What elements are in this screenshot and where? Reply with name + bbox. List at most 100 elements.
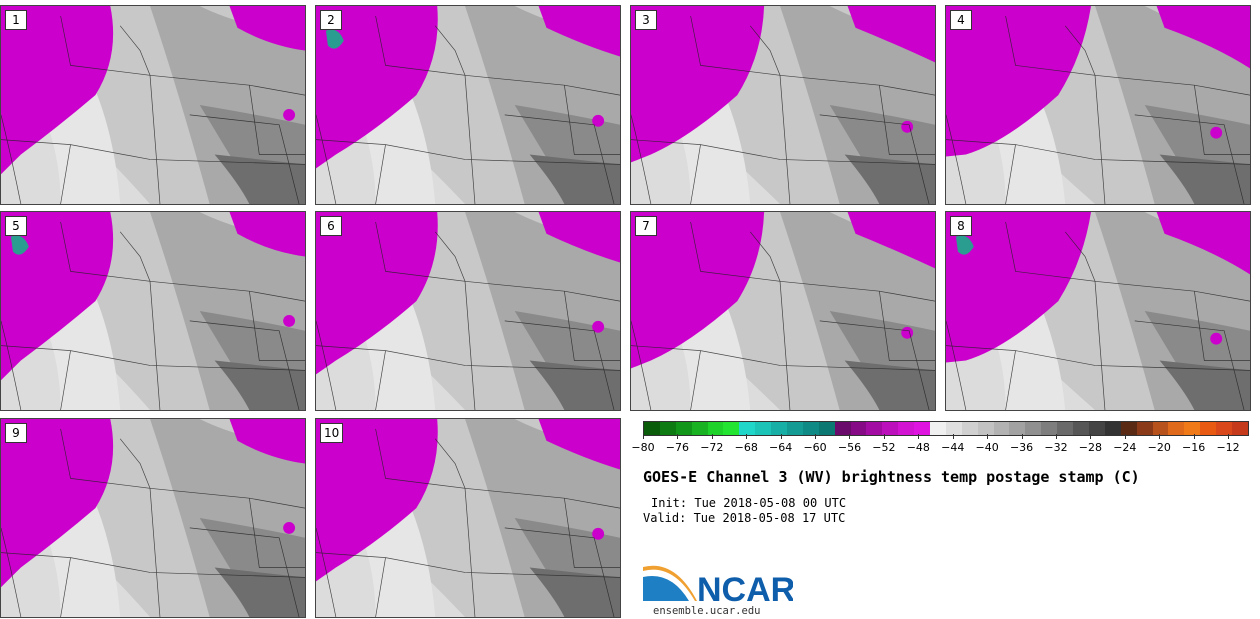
panel-number: 4 <box>950 10 972 30</box>
postage-stamp-panel: 9 <box>0 418 306 618</box>
colorbar-segment <box>898 422 915 435</box>
colorbar-segment <box>644 422 660 435</box>
website-url: ensemble.ucar.edu <box>653 605 761 617</box>
colorbar-segment <box>1136 422 1153 435</box>
colorbar-tick-label: −60 <box>803 441 827 454</box>
colorbar-tick <box>1193 434 1195 439</box>
colorbar-tick <box>711 434 713 439</box>
colorbar-segment <box>866 422 883 435</box>
logo-text: NCAR <box>697 571 793 605</box>
colorbar-segment <box>1088 422 1105 435</box>
colorbar-tick <box>815 434 817 439</box>
colorbar-tick-label: −20 <box>1147 441 1171 454</box>
colorbar-segment <box>1152 422 1169 435</box>
colorbar-segment <box>787 422 803 435</box>
postage-stamp-panel: 4 <box>945 5 1251 205</box>
colorbar-tick-label: −44 <box>941 441 965 454</box>
colorbar-segment <box>1073 422 1089 435</box>
colorbar-tick <box>780 434 782 439</box>
colorbar-tick <box>987 434 989 439</box>
colorbar-segment <box>691 422 708 435</box>
colorbar-segment <box>1216 422 1232 435</box>
colorbar-segment <box>1025 422 1042 435</box>
colorbar-tick <box>1228 434 1230 439</box>
colorbar-tick-label: −64 <box>769 441 793 454</box>
postage-stamp-panel: 7 <box>630 211 936 411</box>
colorbar-tick-label: −40 <box>975 441 999 454</box>
colorbar-segment <box>993 422 1010 435</box>
colorbar-tick-label: −52 <box>872 441 896 454</box>
colorbar-segment <box>771 422 788 435</box>
panel-number: 5 <box>5 216 27 236</box>
colorbar-tick-label: −68 <box>734 441 758 454</box>
ncar-logo: NCAR <box>643 565 793 605</box>
figure-title: GOES-E Channel 3 (WV) brightness temp po… <box>643 468 1140 486</box>
colorbar-segment <box>1168 422 1185 435</box>
postage-stamp-panel: 3 <box>630 5 936 205</box>
colorbar-segment <box>818 422 835 435</box>
colorbar <box>643 421 1249 436</box>
colorbar-tick <box>1055 434 1057 439</box>
colorbar-segment <box>723 422 740 435</box>
colorbar-segment <box>755 422 772 435</box>
colorbar-segment <box>977 422 994 435</box>
colorbar-tick <box>1159 434 1161 439</box>
valid-time: Valid: Tue 2018-05-08 17 UTC <box>643 511 846 525</box>
colorbar-segment <box>1120 422 1137 435</box>
colorbar-tick <box>746 434 748 439</box>
colorbar-tick-label: −80 <box>631 441 655 454</box>
colorbar-tick-label: −36 <box>1009 441 1034 454</box>
colorbar-tick <box>1124 434 1126 439</box>
colorbar-tick-label: −16 <box>1182 441 1206 454</box>
colorbar-segment <box>802 422 819 435</box>
colorbar-segment <box>707 422 724 435</box>
postage-stamp-panel: 5 <box>0 211 306 411</box>
colorbar-tick-label: −32 <box>1044 441 1068 454</box>
colorbar-tick <box>1090 434 1092 439</box>
panel-number: 10 <box>320 423 344 443</box>
panel-number: 2 <box>320 10 342 30</box>
postage-stamp-panel: 10 <box>315 418 621 618</box>
colorbar-tick <box>677 434 679 439</box>
colorbar-tick-label: −76 <box>665 441 690 454</box>
panel-number: 3 <box>635 10 657 30</box>
colorbar-tick <box>1021 434 1023 439</box>
colorbar-tick-label: −56 <box>837 441 862 454</box>
colorbar-segment <box>1200 422 1217 435</box>
colorbar-tick-label: −24 <box>1113 441 1137 454</box>
colorbar-tick <box>883 434 885 439</box>
postage-stamp-panel: 6 <box>315 211 621 411</box>
colorbar-segment <box>1231 422 1248 435</box>
colorbar-segment <box>1184 422 1201 435</box>
colorbar-tick-label: −28 <box>1078 441 1103 454</box>
colorbar-tick <box>643 434 644 439</box>
panel-number: 7 <box>635 216 657 236</box>
colorbar-tick <box>849 434 851 439</box>
colorbar-segment <box>961 422 978 435</box>
colorbar-segment <box>850 422 867 435</box>
panel-number: 1 <box>5 10 27 30</box>
colorbar-segment <box>882 422 899 435</box>
colorbar-segment <box>659 422 676 435</box>
postage-stamp-panel: 1 <box>0 5 306 205</box>
colorbar-segment <box>945 422 962 435</box>
panel-number: 8 <box>950 216 972 236</box>
colorbar-segment <box>1104 422 1121 435</box>
colorbar-segment <box>675 422 692 435</box>
init-time: Init: Tue 2018-05-08 00 UTC <box>651 496 847 510</box>
colorbar-segment <box>1009 422 1026 435</box>
postage-stamp-panel: 2 <box>315 5 621 205</box>
colorbar-segment <box>914 422 931 435</box>
panel-number: 9 <box>5 423 27 443</box>
colorbar-segment <box>930 422 946 435</box>
colorbar-segment <box>1041 422 1058 435</box>
colorbar-tick <box>918 434 920 439</box>
colorbar-tick-label: −48 <box>906 441 930 454</box>
colorbar-segment <box>1057 422 1074 435</box>
colorbar-tick-label: −12 <box>1216 441 1240 454</box>
panel-number: 6 <box>320 216 342 236</box>
colorbar-tick-label: −72 <box>700 441 724 454</box>
colorbar-segment <box>739 422 756 435</box>
postage-stamp-panel: 8 <box>945 211 1251 411</box>
colorbar-tick <box>952 434 954 439</box>
